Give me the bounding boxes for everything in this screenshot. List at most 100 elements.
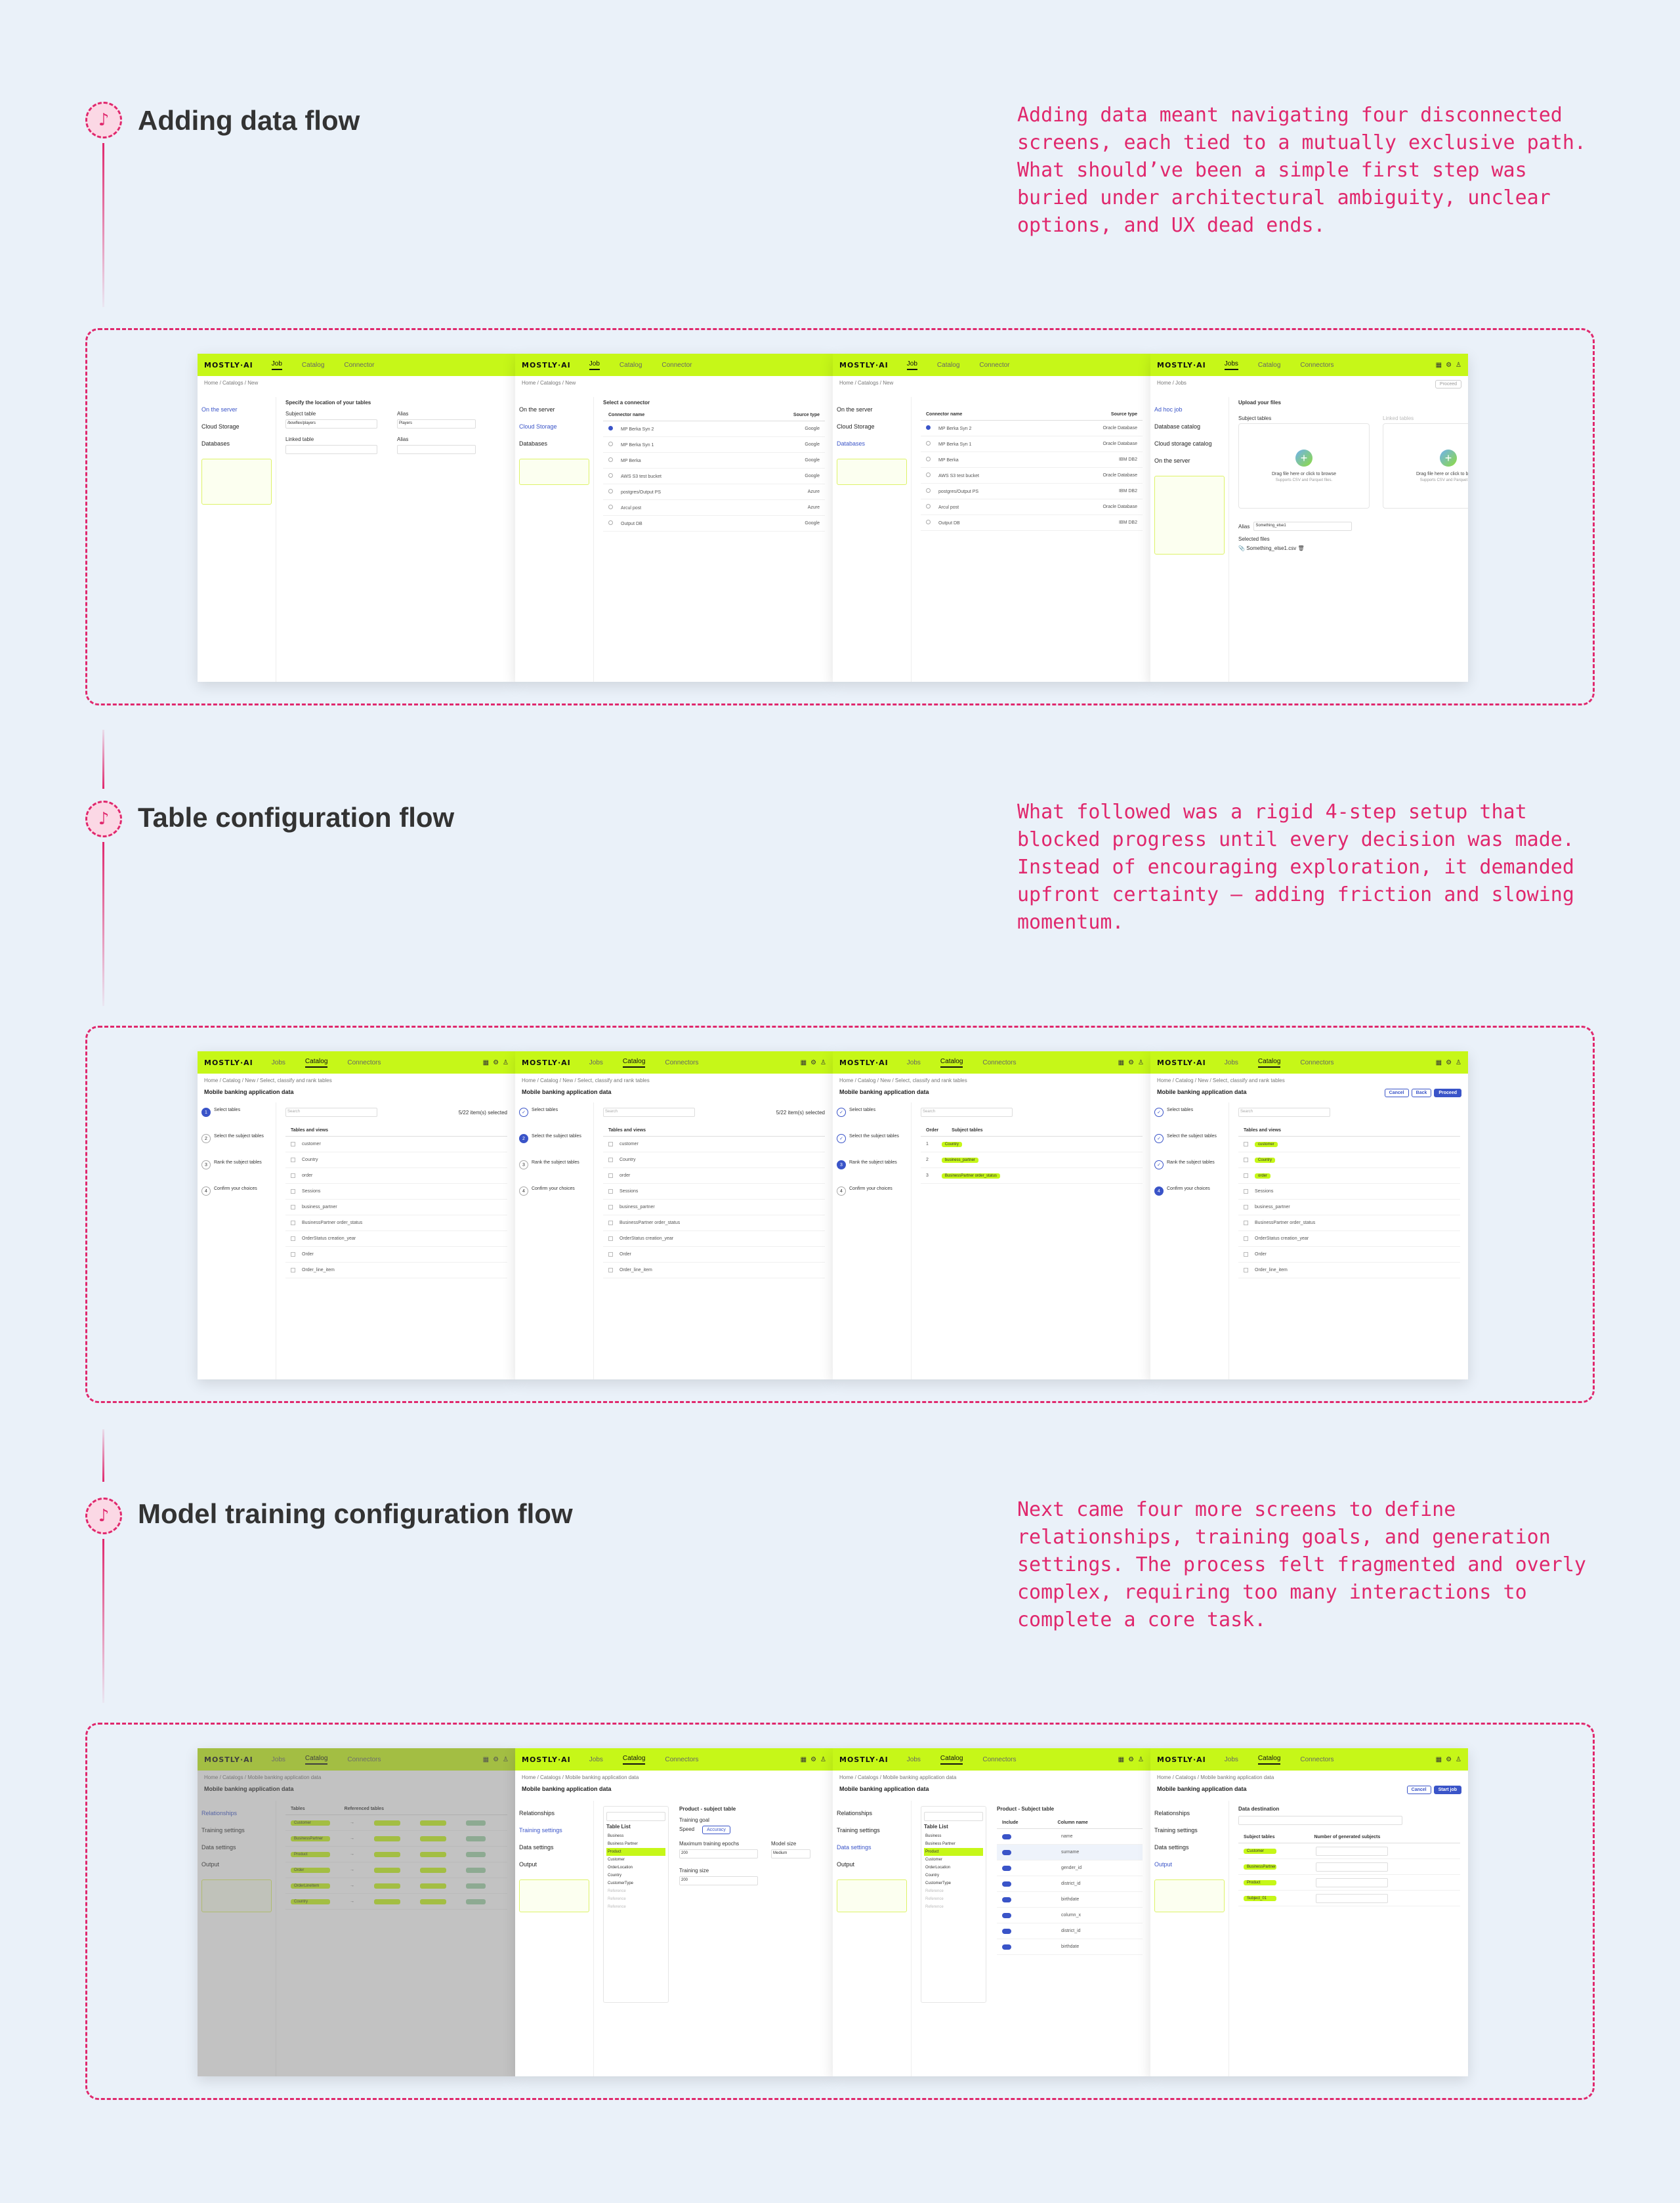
- column-row[interactable]: gender_id: [997, 1860, 1143, 1876]
- connector-row[interactable]: AWS S3 test bucket Google: [603, 469, 825, 484]
- back-button[interactable]: Back: [1411, 1089, 1432, 1097]
- nav-catalog[interactable]: Catalog: [936, 361, 960, 369]
- list-item[interactable]: Customer: [606, 1856, 665, 1864]
- subjects-count-input[interactable]: [1316, 1846, 1388, 1856]
- table-row[interactable]: Sessions: [1238, 1184, 1460, 1200]
- goal-accuracy[interactable]: Accuracy: [702, 1826, 730, 1834]
- nav-connectors[interactable]: Connectors: [1300, 1755, 1334, 1763]
- checkbox-icon[interactable]: [1244, 1252, 1248, 1257]
- list-search[interactable]: [924, 1812, 983, 1821]
- list-item[interactable]: CustomerType: [606, 1879, 665, 1887]
- connector-row[interactable]: MP Berka IBM DB2: [921, 452, 1143, 468]
- nav-jobs[interactable]: Jobs: [906, 1059, 921, 1066]
- list-item[interactable]: Business: [924, 1832, 983, 1840]
- connector-row[interactable]: Output DB Google: [603, 516, 825, 532]
- step-item[interactable]: 4 Confirm your choices: [201, 1186, 272, 1196]
- sidebar-item[interactable]: Relationships: [519, 1810, 555, 1816]
- grid-icon[interactable]: ▦: [1118, 1059, 1125, 1066]
- connector-row[interactable]: Arcul post Oracle Database: [921, 499, 1143, 515]
- cancel-button[interactable]: Cancel: [1384, 1089, 1409, 1097]
- step-item[interactable]: ✓ Select tables: [519, 1108, 589, 1117]
- table-row[interactable]: customer: [1238, 1137, 1460, 1152]
- start-job-button[interactable]: Start job: [1433, 1786, 1461, 1794]
- table-row[interactable]: business_partner: [285, 1200, 507, 1215]
- connector-row[interactable]: Arcul post Azure: [603, 500, 825, 516]
- table-row[interactable]: OrderStatus creation_year: [1238, 1231, 1460, 1247]
- checkbox-icon[interactable]: [608, 1189, 613, 1194]
- list-item[interactable]: Product: [606, 1848, 665, 1856]
- grid-icon[interactable]: ▦: [482, 1059, 490, 1066]
- nav-catalog[interactable]: Catalog: [622, 1058, 646, 1068]
- list-item[interactable]: Reference: [606, 1903, 665, 1911]
- sidebar-item-cloud[interactable]: Cloud Storage: [519, 423, 557, 430]
- checkbox-icon[interactable]: [1244, 1158, 1248, 1162]
- rank-row[interactable]: 3 BusinessPartner order_status: [921, 1168, 1143, 1184]
- checkbox-icon[interactable]: [1244, 1205, 1248, 1209]
- subjects-count-input[interactable]: [1316, 1862, 1388, 1872]
- relationship-row[interactable]: Order →: [285, 1862, 507, 1878]
- relationship-row[interactable]: Customer →: [285, 1815, 507, 1831]
- sidebar-item-server[interactable]: On the server: [201, 406, 238, 413]
- table-row[interactable]: order: [285, 1168, 507, 1184]
- table-row[interactable]: business_partner: [603, 1200, 825, 1215]
- sidebar-item[interactable]: Data settings: [1154, 1844, 1189, 1851]
- list-item[interactable]: Business: [606, 1832, 665, 1840]
- step-item[interactable]: 1 Select tables: [201, 1108, 272, 1117]
- connector-row[interactable]: MP Berka Syn 2 Oracle Database: [921, 421, 1143, 436]
- include-toggle[interactable]: [1002, 1912, 1011, 1918]
- list-item[interactable]: Reference: [924, 1895, 983, 1903]
- sidebar-item-server[interactable]: On the server: [837, 406, 873, 413]
- nav-connectors[interactable]: Connectors: [665, 1755, 699, 1763]
- checkbox-icon[interactable]: [608, 1236, 613, 1241]
- upload-dropzone[interactable]: + Drag file here or click to browse Supp…: [1238, 423, 1370, 509]
- sidebar-item-cloud[interactable]: Cloud Storage: [837, 423, 875, 430]
- table-row[interactable]: Order: [285, 1247, 507, 1263]
- step-item[interactable]: ✓ Rank the subject tables: [1154, 1160, 1225, 1169]
- epochs-input[interactable]: 200: [679, 1849, 758, 1858]
- relationship-row[interactable]: Country →: [285, 1894, 507, 1910]
- user-icon[interactable]: ♙: [1456, 1059, 1461, 1066]
- sidebar-item-cloud[interactable]: Cloud Storage: [201, 423, 240, 430]
- user-icon[interactable]: ♙: [1456, 361, 1461, 369]
- nav-connector[interactable]: Connector: [979, 361, 1010, 369]
- nav-catalog[interactable]: Catalog: [1257, 1755, 1281, 1765]
- checkbox-icon[interactable]: [608, 1221, 613, 1225]
- checkbox-icon[interactable]: [291, 1142, 295, 1146]
- nav-jobs[interactable]: Jobs: [589, 1059, 603, 1066]
- gear-icon[interactable]: ⚙: [1446, 361, 1452, 369]
- gear-icon[interactable]: ⚙: [1128, 1755, 1135, 1763]
- include-toggle[interactable]: [1002, 1834, 1011, 1839]
- step-item[interactable]: 2 Select the subject tables: [201, 1134, 272, 1143]
- nav-catalog[interactable]: Catalog: [619, 361, 642, 369]
- nav-catalog[interactable]: Catalog: [622, 1755, 646, 1765]
- column-row[interactable]: district_id: [997, 1876, 1143, 1892]
- connector-row[interactable]: postgres/Output PS Azure: [603, 484, 825, 500]
- grid-icon[interactable]: ▦: [482, 1755, 490, 1763]
- destination-select[interactable]: [1238, 1816, 1402, 1825]
- sidebar-item[interactable]: Relationships: [1154, 1810, 1190, 1816]
- grid-icon[interactable]: ▦: [800, 1755, 807, 1763]
- list-item[interactable]: Reference: [606, 1895, 665, 1903]
- checkbox-icon[interactable]: [1244, 1142, 1248, 1146]
- table-row[interactable]: BusinessPartner order_status: [1238, 1215, 1460, 1231]
- nav-jobs[interactable]: Jobs: [589, 1755, 603, 1763]
- nav-connector[interactable]: Connector: [662, 361, 692, 369]
- relationship-row[interactable]: BusinessPartner →: [285, 1831, 507, 1847]
- column-row[interactable]: district_id: [997, 1923, 1143, 1939]
- table-row[interactable]: Country: [285, 1152, 507, 1168]
- nav-job[interactable]: Job: [906, 360, 917, 370]
- nav-connectors[interactable]: Connectors: [347, 1755, 381, 1763]
- checkbox-icon[interactable]: [608, 1173, 613, 1178]
- search-input[interactable]: Search: [1238, 1108, 1330, 1117]
- step-item[interactable]: 4 Confirm your choices: [837, 1186, 907, 1196]
- subjects-count-input[interactable]: [1316, 1878, 1388, 1887]
- nav-connectors[interactable]: Connectors: [347, 1059, 381, 1066]
- list-item[interactable]: Country: [924, 1872, 983, 1879]
- checkbox-icon[interactable]: [608, 1142, 613, 1146]
- step-item[interactable]: ✓ Select tables: [837, 1108, 907, 1117]
- table-row[interactable]: Sessions: [603, 1184, 825, 1200]
- alias-input[interactable]: Players: [397, 419, 476, 429]
- include-toggle[interactable]: [1002, 1897, 1011, 1902]
- search-input[interactable]: Search: [285, 1108, 377, 1117]
- column-row[interactable]: surname: [997, 1845, 1143, 1860]
